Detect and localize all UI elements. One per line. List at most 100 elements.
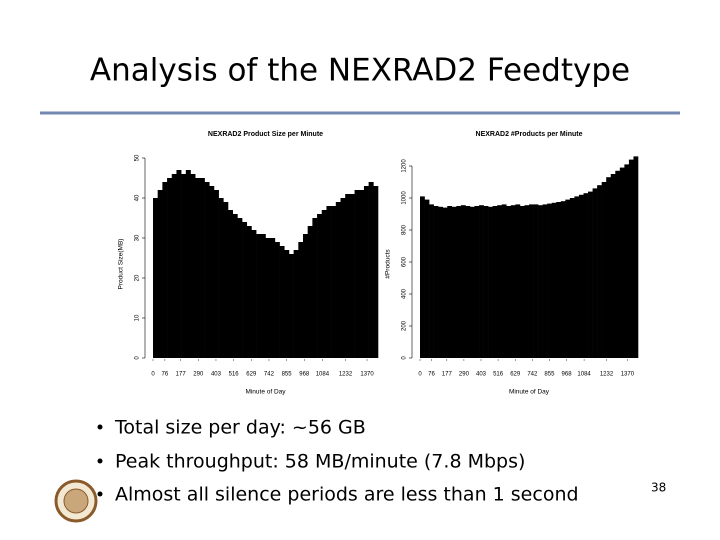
bar	[538, 205, 543, 358]
x-tick-label: 968	[562, 372, 573, 378]
bar	[497, 205, 503, 358]
y-tick-label: 200	[402, 320, 408, 331]
x-tick-label: 629	[246, 372, 257, 378]
bar	[424, 199, 430, 358]
bar	[556, 202, 562, 358]
x-tick-label: 1232	[339, 372, 353, 378]
bar	[298, 242, 304, 358]
y-axis-label: Product Size(MB)	[118, 239, 125, 290]
bar	[195, 178, 201, 358]
bar	[176, 170, 182, 358]
bar	[312, 218, 318, 358]
logo	[54, 479, 98, 523]
bar	[469, 206, 475, 358]
bar	[619, 167, 625, 358]
x-tick-label: 1232	[600, 372, 614, 378]
bar	[506, 206, 512, 358]
bar	[321, 210, 327, 358]
bar	[232, 214, 238, 358]
bar	[359, 190, 365, 358]
bar	[429, 204, 434, 358]
bar	[340, 198, 346, 358]
y-tick-label: 40	[135, 194, 141, 201]
bar	[171, 174, 177, 358]
x-tick-label: 516	[493, 372, 504, 378]
x-tick-label: 742	[264, 372, 275, 378]
x-tick-label: 968	[299, 372, 310, 378]
bar	[270, 238, 276, 358]
bar	[373, 186, 379, 358]
bar	[547, 203, 553, 358]
bar	[551, 202, 557, 358]
bar	[492, 206, 498, 358]
bullet-dot	[97, 491, 103, 497]
bar	[574, 196, 580, 358]
bar	[529, 204, 534, 358]
y-axis-label: #Products	[385, 249, 392, 279]
bar	[157, 190, 163, 358]
chart: NEXRAD2 Product Size per Minute Minute of…	[118, 131, 379, 396]
bar	[628, 159, 634, 358]
bar	[331, 206, 337, 358]
bar	[213, 190, 219, 358]
x-tick-label: 629	[510, 372, 521, 378]
bullet-dot	[97, 424, 103, 430]
bar	[447, 206, 453, 358]
bar	[288, 254, 294, 358]
bar	[451, 206, 457, 358]
bar	[293, 250, 299, 358]
bar	[433, 206, 439, 358]
bar	[501, 204, 507, 358]
bar	[265, 238, 271, 358]
bar	[162, 182, 168, 358]
bar	[524, 205, 530, 358]
x-tick-label: 177	[442, 372, 453, 378]
x-tick-label: 1084	[316, 372, 330, 378]
bar	[237, 218, 243, 358]
bar	[335, 202, 341, 358]
bar	[190, 174, 196, 358]
x-tick-label: 290	[193, 372, 204, 378]
x-tick-label: 403	[476, 372, 487, 378]
bar	[606, 177, 612, 358]
bar	[317, 214, 323, 358]
bar	[228, 210, 233, 358]
bar	[167, 178, 173, 358]
bullet-text: Total size per day: ~56 GB	[114, 417, 366, 439]
x-tick-label: 855	[544, 372, 555, 378]
slide-title: Analysis of the NEXRAD2 Feedtype	[90, 53, 630, 89]
bar	[483, 206, 489, 358]
bar	[181, 174, 187, 358]
bar	[209, 186, 215, 358]
chart: NEXRAD2 #Products per Minute Minute of Da…	[385, 131, 639, 396]
x-tick-label: 1370	[621, 372, 635, 378]
page-number: 38	[651, 481, 666, 495]
bar	[279, 246, 285, 358]
bar	[624, 164, 630, 358]
bar	[251, 230, 257, 358]
bar	[256, 234, 262, 358]
bar	[515, 204, 521, 358]
x-tick-label: 1370	[360, 372, 374, 378]
y-tick-label: 600	[402, 256, 408, 267]
bullet-text: Peak throughput: 58 MB/minute (7.8 Mbps)	[115, 451, 525, 473]
bar	[633, 156, 639, 358]
bar	[597, 185, 602, 358]
x-tick-label: 290	[459, 372, 470, 378]
x-axis-label: Minute of Day	[245, 389, 286, 396]
bar	[610, 174, 616, 358]
bar	[345, 194, 351, 358]
bar	[349, 194, 355, 358]
bar	[479, 205, 484, 358]
bar	[153, 198, 158, 358]
y-tick-label: 0	[402, 356, 408, 360]
y-tick-label: 50	[135, 154, 141, 161]
y-tick-label: 30	[135, 234, 141, 241]
bar	[560, 201, 566, 358]
bar	[199, 178, 205, 358]
y-tick-label: 1200	[402, 159, 408, 173]
bar	[218, 198, 224, 358]
bar	[438, 206, 444, 358]
bar	[204, 182, 210, 358]
bar	[442, 207, 448, 358]
